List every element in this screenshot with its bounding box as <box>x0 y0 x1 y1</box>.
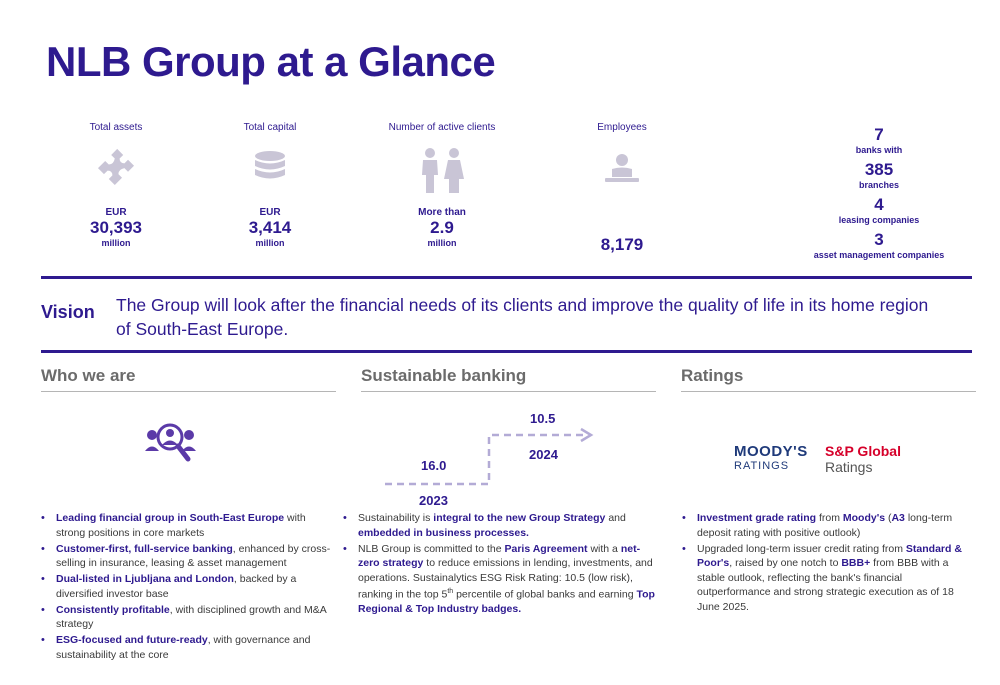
stat-label: Number of active clients <box>388 122 496 133</box>
stat-suffix: million <box>427 238 457 248</box>
people-search-icon <box>145 421 197 474</box>
asset-mgmt-count: 3 <box>874 230 884 249</box>
year-2023: 2023 <box>419 493 448 508</box>
asset-mgmt-label: asset management companies <box>813 250 945 260</box>
stat-value-block: EUR 30,393 million <box>36 207 196 248</box>
stat-suffix: million <box>101 238 131 248</box>
who-we-are-list: Leading financial group in South-East Eu… <box>41 511 336 664</box>
ratings-heading: Ratings <box>681 366 744 385</box>
vision-line: of South-East Europe. <box>116 319 289 339</box>
stat-active-clients: Number of active clients More than 2.9 m… <box>362 122 522 248</box>
stat-value: 30,393 <box>90 218 142 237</box>
stat-total-capital: Total capital EUR 3,414 million <box>190 122 350 248</box>
network-summary: 7 banks with 385 branches 4 leasing comp… <box>799 125 959 265</box>
stat-total-assets: Total assets EUR 30,393 million <box>36 122 196 248</box>
list-item: Sustainability is integral to the new Gr… <box>343 511 661 540</box>
sp-global-logo: S&P Global Ratings <box>825 443 901 475</box>
divider <box>361 391 656 392</box>
list-item: Investment grade rating from Moody's (A3… <box>682 511 962 540</box>
ratings-list: Investment grade rating from Moody's (A3… <box>682 511 962 616</box>
stat-suffix: million <box>255 238 285 248</box>
vision-heading: Vision <box>41 302 95 322</box>
sustainable-list: Sustainability is integral to the new Gr… <box>343 511 661 618</box>
page-title: NLB Group at a Glance <box>46 38 496 85</box>
branches-count: 385 <box>864 160 894 179</box>
employee-icon <box>542 153 702 189</box>
stat-prefix: More than <box>418 207 466 218</box>
vision-text: The Group will look after the financial … <box>116 293 966 341</box>
stat-value-block: EUR 3,414 million <box>190 207 350 248</box>
leasing-count: 4 <box>874 195 884 214</box>
divider <box>41 350 972 353</box>
list-item: Leading financial group in South-East Eu… <box>41 511 336 540</box>
vision-line: The Group will look after the financial … <box>116 295 929 315</box>
stat-prefix: EUR <box>105 207 127 218</box>
divider <box>41 391 336 392</box>
list-item: ESG-focused and future-ready, with gover… <box>41 633 336 662</box>
list-item: Consistently profitable, with discipline… <box>41 603 336 632</box>
leasing-label: leasing companies <box>838 215 920 225</box>
banks-count: 7 <box>874 125 884 144</box>
year-2024: 2024 <box>529 447 558 462</box>
step-arrow-icon <box>385 427 594 486</box>
coin-stack-icon <box>190 147 350 187</box>
moodys-name: MOODY'S <box>734 443 808 460</box>
stat-value: 3,414 <box>248 218 292 237</box>
stat-label: Total capital <box>243 122 297 133</box>
banks-label: banks with <box>855 145 903 155</box>
stat-value: 8,179 <box>600 235 644 254</box>
moodys-sub: RATINGS <box>734 460 790 472</box>
esg-risk-step-graphic: 16.0 2023 10.5 2024 <box>355 400 655 510</box>
value-2023: 16.0 <box>421 458 447 473</box>
stat-prefix: EUR <box>259 207 281 218</box>
branches-label: branches <box>858 180 900 190</box>
divider <box>41 276 972 279</box>
puzzle-icon <box>36 147 196 187</box>
sustainable-heading: Sustainable banking <box>361 366 527 385</box>
divider <box>681 391 976 392</box>
stat-value-block: 8,179 <box>542 235 702 255</box>
stat-value: 2.9 <box>430 218 454 237</box>
sp-sub: Ratings <box>825 459 873 475</box>
list-item: Customer-first, full-service banking, en… <box>41 542 336 571</box>
stat-value-block: More than 2.9 million <box>362 207 522 248</box>
who-we-are-heading: Who we are <box>41 366 136 385</box>
people-icon <box>362 147 522 195</box>
value-2024: 10.5 <box>530 411 556 426</box>
list-item: Dual-listed in Ljubljana and London, bac… <box>41 572 336 601</box>
moodys-logo: MOODY'S RATINGS <box>734 443 808 472</box>
list-item: NLB Group is committed to the Paris Agre… <box>343 542 661 617</box>
stat-label: Employees <box>597 122 647 133</box>
sp-name: S&P Global <box>825 443 901 459</box>
list-item: Upgraded long-term issuer credit rating … <box>682 542 962 615</box>
stat-label: Total assets <box>89 122 143 133</box>
stat-employees: Employees 8,179 <box>542 122 702 255</box>
